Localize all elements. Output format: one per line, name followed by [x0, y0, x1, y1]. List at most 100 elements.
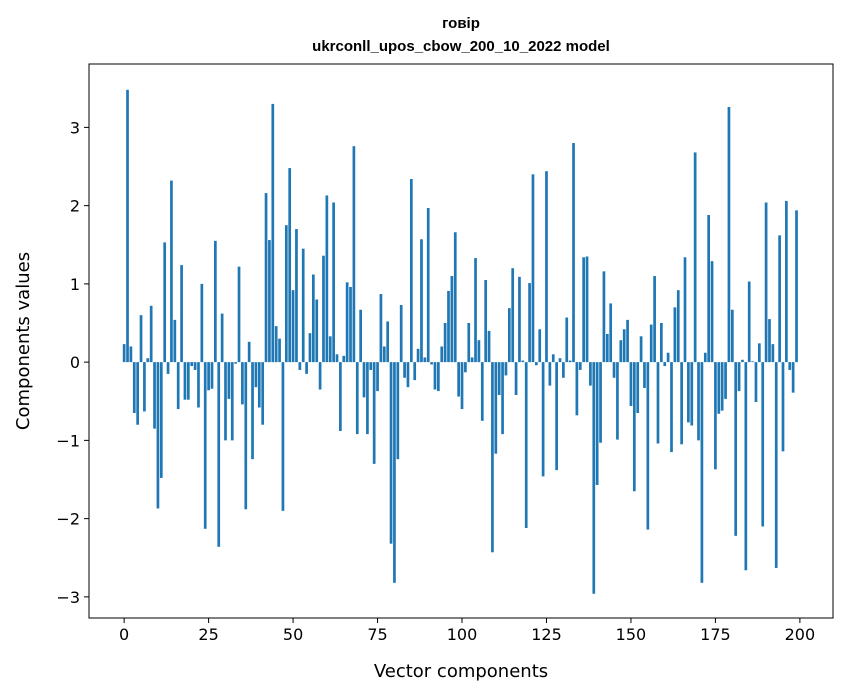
bar [683, 257, 687, 363]
bar [241, 362, 244, 405]
bar [349, 287, 352, 363]
bar [619, 340, 623, 363]
bar [616, 362, 619, 440]
bar [663, 362, 667, 367]
bar [359, 309, 363, 363]
bar [589, 362, 592, 386]
bar [730, 309, 734, 363]
bar [224, 362, 227, 441]
bar [565, 317, 569, 363]
x-tick-label: 100 [447, 625, 478, 644]
bar [207, 362, 210, 391]
bar [440, 346, 444, 363]
bar [572, 143, 575, 363]
bar [308, 333, 312, 363]
bar [511, 268, 515, 363]
bar [345, 282, 349, 363]
bar [609, 303, 613, 363]
bar [284, 225, 288, 363]
bar [315, 299, 319, 363]
bar [322, 255, 325, 363]
bar [521, 360, 525, 363]
bar [484, 279, 488, 363]
bar [693, 152, 697, 363]
bar [761, 362, 765, 527]
bar [795, 210, 798, 363]
bar [494, 362, 498, 454]
bar [785, 200, 788, 363]
y-tick-label: −3 [56, 588, 80, 607]
chart-title-line1: говір [442, 15, 480, 32]
bar [751, 361, 754, 363]
bar [143, 362, 146, 412]
bar [180, 265, 183, 363]
bar [788, 362, 792, 370]
bar [126, 89, 129, 363]
bar [298, 362, 302, 370]
bar [369, 362, 373, 370]
bar [149, 305, 153, 363]
bar [190, 362, 194, 367]
bar [487, 330, 491, 363]
bar [278, 338, 281, 363]
bar [251, 362, 254, 460]
bar [602, 271, 606, 363]
bar [244, 362, 248, 510]
bar [210, 362, 214, 389]
bar [724, 362, 727, 399]
bar [413, 362, 417, 381]
bar [295, 229, 298, 363]
bar [720, 362, 724, 411]
bar [562, 362, 565, 378]
bar [426, 207, 430, 363]
bar [754, 362, 758, 403]
bar [214, 240, 217, 363]
bar [311, 274, 315, 363]
bar [393, 362, 396, 583]
bar [687, 362, 690, 423]
plot-frame [88, 63, 834, 619]
bar [230, 362, 234, 441]
bar [261, 362, 265, 425]
bar [599, 362, 602, 443]
bar [649, 324, 653, 363]
bar [156, 362, 160, 509]
x-tick-label: 150 [616, 625, 647, 644]
bar [332, 202, 335, 363]
bar [737, 362, 741, 392]
bar [666, 352, 670, 363]
bar [335, 354, 339, 363]
bar [568, 360, 572, 363]
y-axis-ticks: −3 −2 −1 0 1 2 3 [56, 118, 89, 607]
bar [430, 362, 433, 365]
bar [656, 362, 660, 444]
bar [670, 362, 673, 453]
bar [470, 357, 474, 363]
bar [757, 343, 761, 363]
bar [477, 340, 481, 363]
bar [595, 362, 599, 485]
bar [372, 362, 376, 464]
chart-title-line2: ukrconll_upos_cbow_200_10_2022 model [312, 38, 610, 55]
bar [366, 362, 369, 435]
y-axis-label: Components values [13, 252, 34, 430]
bar [791, 362, 795, 393]
x-tick-label: 25 [198, 625, 218, 644]
bar [193, 362, 197, 370]
bar [646, 362, 650, 530]
bar [257, 362, 261, 408]
bar [768, 319, 771, 363]
bar [491, 362, 494, 553]
bar [197, 362, 200, 408]
bar [234, 362, 237, 364]
bar [433, 362, 437, 390]
bar [237, 266, 241, 363]
bar [744, 362, 748, 571]
bars-group [122, 89, 798, 594]
bar [281, 362, 285, 511]
bar [612, 362, 616, 378]
bar [386, 321, 390, 363]
bar [362, 362, 366, 398]
bar [183, 362, 187, 400]
